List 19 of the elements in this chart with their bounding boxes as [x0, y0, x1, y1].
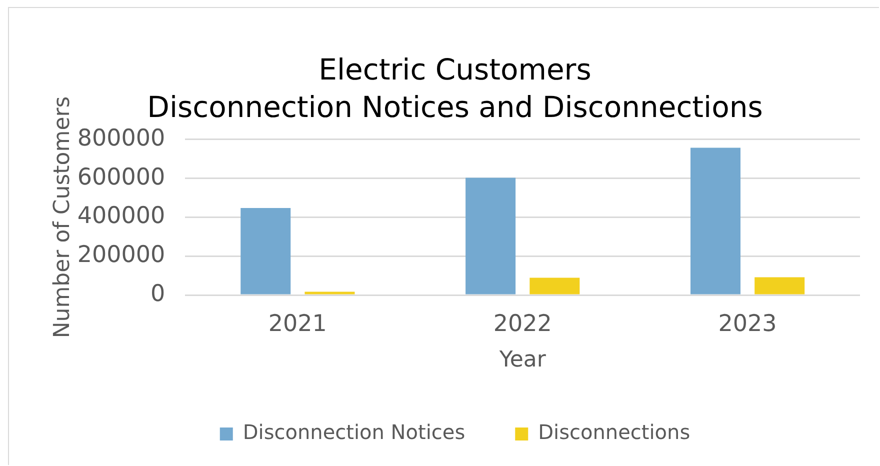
- bar: [754, 277, 805, 294]
- y-tick-label: 600000: [77, 164, 166, 190]
- x-axis-title: Year: [498, 348, 547, 373]
- bar: [240, 208, 291, 294]
- y-tick-label: 200000: [77, 242, 166, 268]
- legend-label: Disconnections: [538, 420, 690, 444]
- y-axis-title: Number of Customers: [50, 96, 75, 338]
- y-tick-label: 800000: [77, 125, 166, 152]
- bar: [304, 292, 355, 294]
- bar: [466, 178, 516, 294]
- legend-label: Disconnection Notices: [242, 420, 466, 444]
- chart-title: Electric Customers Disconnection Notices and Disconnections: [147, 52, 763, 124]
- bar: [690, 148, 740, 294]
- x-tick-label: 2021: [268, 310, 327, 337]
- y-tick-label: 400000: [77, 203, 166, 230]
- x-tick-label: 2022: [493, 310, 552, 337]
- x-tick-label: 2023: [718, 310, 777, 337]
- y-tick-label: 0: [150, 280, 166, 307]
- bar: [530, 278, 580, 294]
